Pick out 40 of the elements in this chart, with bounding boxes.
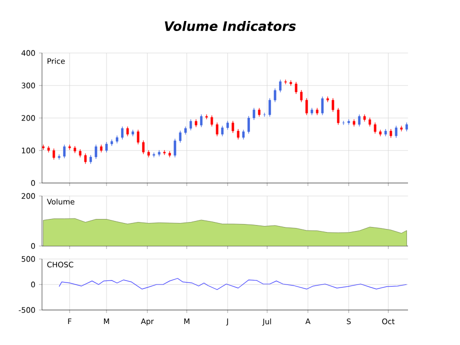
candlestick — [84, 153, 87, 164]
candlestick — [342, 120, 345, 126]
candlestick — [248, 116, 250, 134]
candlestick — [63, 144, 66, 159]
candlestick — [358, 114, 360, 127]
line-series — [58, 278, 407, 290]
candlestick — [252, 108, 256, 120]
candlestick — [174, 138, 176, 158]
candlestick — [284, 79, 287, 84]
candlestick — [216, 122, 218, 136]
candlestick — [242, 129, 245, 140]
candlestick — [126, 126, 129, 136]
candlestick — [300, 90, 303, 102]
candlestick — [374, 122, 376, 134]
candlestick — [305, 98, 308, 116]
candlestick — [205, 114, 208, 120]
candlestick — [121, 126, 124, 140]
candlestick — [210, 115, 214, 127]
candlestick — [190, 119, 192, 131]
candlestick — [279, 79, 282, 93]
candlestick — [232, 120, 234, 134]
chart-title: Volume Indicators — [164, 20, 296, 32]
candlestick — [142, 140, 145, 154]
candlestick — [105, 142, 108, 153]
candlestick — [221, 126, 224, 136]
candlestick — [321, 96, 324, 116]
candlestick — [337, 108, 340, 126]
candlestick — [200, 114, 203, 128]
candlestick — [179, 130, 182, 143]
candlestick — [268, 98, 271, 117]
candlestick — [332, 98, 334, 112]
candlestick — [236, 128, 240, 140]
candlestick — [52, 148, 56, 160]
candlestick — [274, 88, 276, 102]
candlestick — [294, 82, 298, 94]
candlestick — [263, 112, 266, 117]
candlestick — [94, 144, 98, 160]
candlestick — [394, 126, 398, 138]
candlestick — [136, 129, 140, 145]
candlestick — [163, 150, 166, 156]
